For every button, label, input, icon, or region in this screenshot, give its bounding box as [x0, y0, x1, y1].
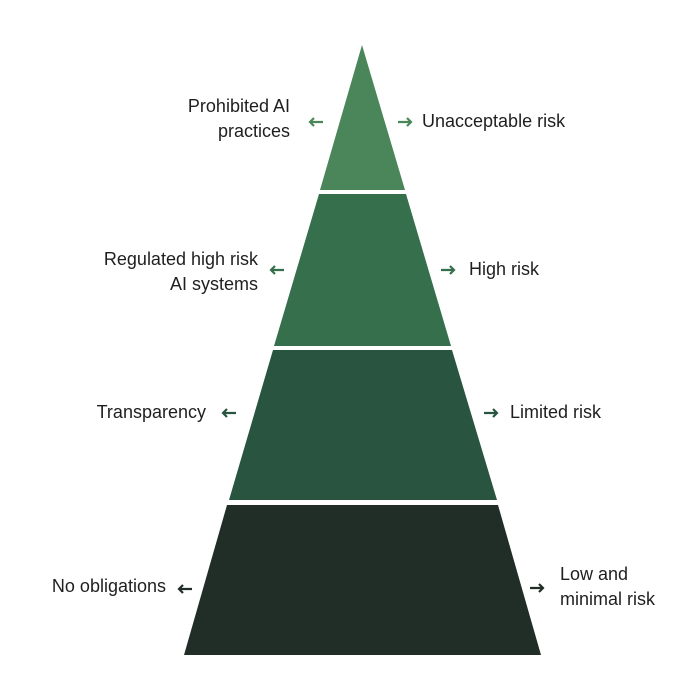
label-line: Regulated high risk [103, 249, 258, 269]
tier-1-unacceptable [320, 45, 405, 190]
label-line: Limited risk [510, 402, 602, 422]
risk-label-tier-3: Limited risk [510, 400, 601, 425]
tier-4-minimal [184, 505, 541, 655]
tier-3-limited [229, 350, 497, 500]
label-line: No obligations [51, 576, 166, 596]
label-line: Low and [560, 564, 629, 584]
arrow-left-icon [269, 265, 284, 275]
arrow-right-icon [484, 408, 499, 418]
label-line: Prohibited AI [187, 96, 290, 116]
arrow-right-icon [441, 265, 456, 275]
risk-label-tier-2: High risk [469, 257, 539, 282]
label-line: practices [217, 121, 290, 141]
arrow-left-icon [308, 117, 323, 127]
label-line: Transparency [96, 402, 206, 422]
risk-label-tier-1: Unacceptable risk [422, 109, 565, 134]
obligation-label-tier-2: Regulated high risk AI systems [104, 247, 258, 297]
arrow-left-icon [221, 408, 236, 418]
obligation-label-tier-1: Prohibited AI practices [188, 94, 290, 144]
arrow-right-icon [398, 117, 413, 127]
tier-2-high [274, 194, 451, 346]
obligation-label-tier-3: Transparency [97, 400, 206, 425]
label-line: High risk [469, 259, 540, 279]
risk-label-tier-4: Low and minimal risk [560, 562, 655, 612]
obligation-label-tier-4: No obligations [52, 574, 166, 599]
arrow-right-icon [530, 583, 545, 593]
label-line: minimal risk [560, 589, 656, 609]
label-line: AI systems [169, 274, 258, 294]
arrow-left-icon [177, 584, 192, 594]
label-line: Unacceptable risk [422, 111, 566, 131]
